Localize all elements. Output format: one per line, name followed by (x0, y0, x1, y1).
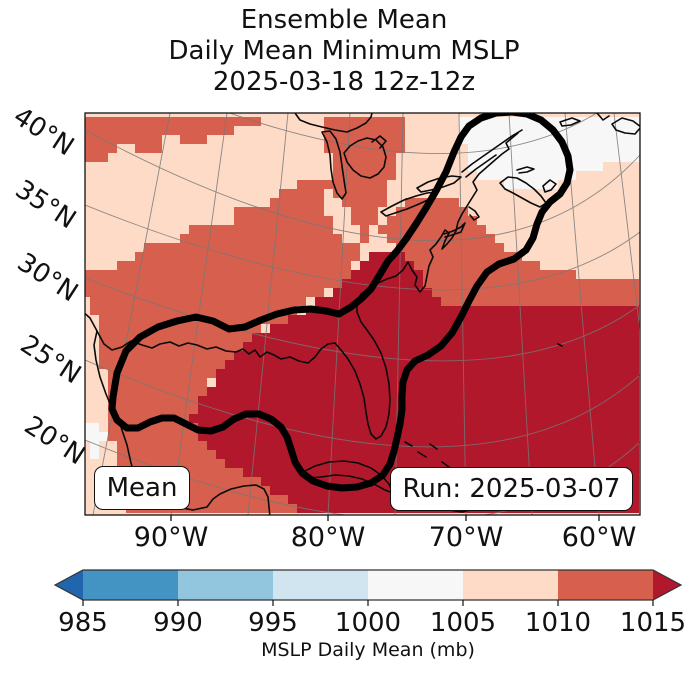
coast-bermuda (557, 343, 563, 347)
x-tick-label: 90°W (134, 522, 209, 553)
region-pocket-1005-1010 (315, 189, 369, 252)
coast-long-island (443, 222, 466, 238)
mean-contour (108, 113, 574, 492)
coast-cape-breton (542, 179, 557, 193)
colorbar-under-arrow (55, 570, 83, 600)
coast-cape-cod (468, 206, 480, 221)
y-tick-label: 40°N (8, 101, 79, 162)
region-nw-corner-band-1010-1015 (85, 117, 306, 162)
colorbar-tick-label: 985 (58, 608, 108, 638)
latitude-axis: 40°N 35°N 30°N 25°N 20°N (8, 101, 90, 471)
region-central-band-1010-1015 (85, 180, 369, 513)
colorbar-over-arrow (653, 570, 681, 600)
coast-gulf-atlantic (85, 132, 519, 440)
y-tick-label: 30°N (12, 247, 83, 308)
coast-pei (516, 166, 535, 174)
region-ne-corner-low-1000-1005 (459, 117, 639, 189)
coast-newfoundland (596, 113, 640, 135)
x-tick-label: 80°W (291, 522, 366, 553)
title-line-3: 2025-03-18 12z-12z (212, 67, 476, 97)
colorbar-tick-label: 995 (248, 608, 298, 638)
lake-michigan (321, 130, 347, 200)
colorbar-segment (83, 570, 178, 600)
meridian-line (170, 113, 228, 515)
region-ne-band-1010-1015 (378, 198, 639, 306)
colorbar-segment (368, 570, 463, 600)
title-line-1: Ensemble Mean (240, 5, 448, 35)
mean-label-box: Mean (94, 466, 190, 510)
lake-ontario (416, 175, 462, 193)
parallel-line (85, 204, 640, 291)
mean-contour-line (108, 113, 574, 492)
y-tick-label: 20°N (19, 410, 90, 471)
meridian-line (613, 113, 640, 335)
colorbar-segment (273, 570, 368, 600)
y-tick-label: 35°N (10, 174, 81, 235)
x-tick-label: 70°W (429, 522, 504, 553)
colorbar-tick-label: 1000 (335, 608, 401, 638)
colorbar-tick-label: 990 (153, 608, 203, 638)
colorbar-segment (463, 570, 558, 600)
coast-bahamas (404, 441, 450, 468)
region-southeast-high-over-1015 (189, 243, 639, 513)
parallel-line (85, 359, 640, 448)
longitude-axis: 90°W 80°W 70°W 60°W (134, 515, 637, 553)
coast-anticosti (559, 117, 581, 127)
colorbar-tick-label: 1015 (620, 608, 686, 638)
colorbar-segment (558, 570, 653, 600)
colorbar: 985 990 995 1000 1005 1010 1015 MSLP Daily Mean… (53, 569, 686, 661)
title-line-2: Daily Mean Minimum MSLP (168, 36, 520, 66)
coast-st-lawrence (461, 129, 523, 178)
run-date-text: Run: 2025-03-07 (402, 474, 621, 504)
lake-superior (294, 113, 373, 133)
run-date-box: Run: 2025-03-07 (390, 467, 633, 511)
lake-huron (343, 135, 387, 179)
mean-label-text: Mean (106, 473, 178, 503)
parallel-line (85, 129, 640, 242)
region-west-edge-low-1000-1005 (85, 423, 108, 459)
colorbar-segment (178, 570, 273, 600)
y-tick-label: 25°N (15, 329, 86, 390)
figure-title: Ensemble Mean Daily Mean Minimum MSLP 20… (0, 5, 688, 98)
map-frame (84, 112, 641, 516)
colorbar-tick-label: 1005 (430, 608, 496, 638)
colorbar-tick-label: 1010 (525, 608, 591, 638)
meridian-line (508, 113, 533, 515)
x-tick-label: 60°W (562, 522, 637, 553)
colorbar-title: MSLP Daily Mean (mb) (261, 639, 475, 661)
parallel-line (228, 113, 598, 155)
filled-pressure-regions (85, 113, 640, 515)
